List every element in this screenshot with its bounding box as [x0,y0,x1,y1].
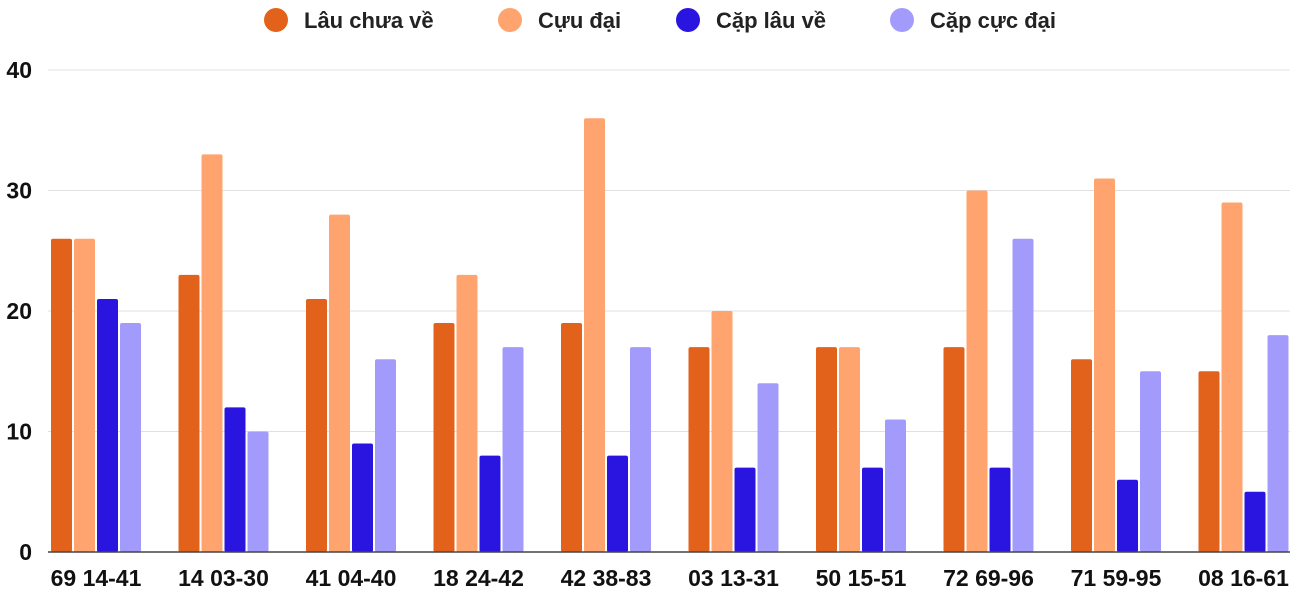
legend-label: Cặp lâu về [716,8,826,33]
bar-1-1 [51,238,72,552]
bar-2-4 [456,274,478,552]
x-tick-label: 41 04-40 [306,565,397,591]
bar-3-1 [97,298,118,552]
bar-4-5 [630,347,651,552]
bar-1-8 [943,347,965,552]
bar-3-5 [607,455,628,552]
bar-4-1 [120,323,141,552]
legend-item: Cựu đại [498,8,621,33]
bar-2-3 [329,214,350,552]
legend-swatch [676,8,700,32]
bar-2-5 [584,118,605,552]
legend-label: Lâu chưa về [304,8,434,33]
bar-1-3 [306,298,327,552]
bar-1-4 [433,323,455,552]
legend-swatch [890,8,914,32]
legend-label: Cặp cực đại [930,8,1056,33]
y-tick-label: 10 [6,419,32,445]
x-tick-label: 69 14-41 [51,565,142,591]
x-tick-label: 03 13-31 [688,565,779,591]
y-axis-ticks: 0 10 20 30 40 [6,57,32,565]
bar-2-9 [1094,178,1115,552]
bar-4-8 [1012,238,1034,552]
bar-2-8 [966,190,988,552]
legend: Lâu chưa về Cựu đại Cặp lâu về Cặp cực đại [264,8,1056,33]
bar-3-3 [352,443,373,552]
bar-4-10 [1267,335,1289,552]
bar-3-8 [989,467,1011,552]
bar-4-3 [375,359,396,552]
bar-1-5 [561,323,582,552]
bar-3-10 [1244,491,1266,552]
bar-4-7 [885,419,906,552]
bar-4-9 [1140,371,1161,552]
x-tick-label: 71 59-95 [1071,565,1162,591]
bar-1-2 [178,274,200,552]
bar-3-4 [479,455,501,552]
x-tick-label: 72 69-96 [943,565,1034,591]
bar-2-10 [1221,202,1243,553]
legend-item: Lâu chưa về [264,8,434,33]
legend-swatch [498,8,522,32]
x-tick-label: 18 24-42 [433,565,524,591]
bar-1-10 [1198,371,1220,552]
legend-item: Cặp cực đại [890,8,1056,33]
bar-2-7 [839,347,860,552]
bar-4-6 [757,383,779,552]
bar-4-4 [502,347,524,552]
bar-3-7 [862,467,883,552]
x-tick-label: 14 03-30 [178,565,269,591]
bar-1-9 [1071,359,1092,552]
bar-3-6 [734,467,756,552]
bar-2-2 [201,154,223,552]
x-tick-label: 42 38-83 [561,565,652,591]
y-tick-label: 20 [6,298,32,324]
legend-item: Cặp lâu về [676,8,826,33]
bar-2-1 [74,238,95,552]
x-axis-ticks: 69 14-41 14 03-30 41 04-40 18 24-42 42 38-83… [51,565,1290,591]
bar-3-9 [1117,479,1138,552]
y-tick-label: 30 [6,178,32,204]
bar-1-6 [688,347,710,552]
x-tick-label: 08 16-61 [1198,565,1289,591]
bars [51,118,1289,553]
legend-label: Cựu đại [538,8,621,33]
x-tick-label: 50 15-51 [816,565,907,591]
bar-1-7 [816,347,837,552]
legend-swatch [264,8,288,32]
y-tick-label: 40 [6,57,32,83]
bar-4-2 [247,431,269,552]
bar-3-2 [224,407,246,552]
bar-2-6 [711,311,733,552]
y-tick-label: 0 [19,539,32,565]
